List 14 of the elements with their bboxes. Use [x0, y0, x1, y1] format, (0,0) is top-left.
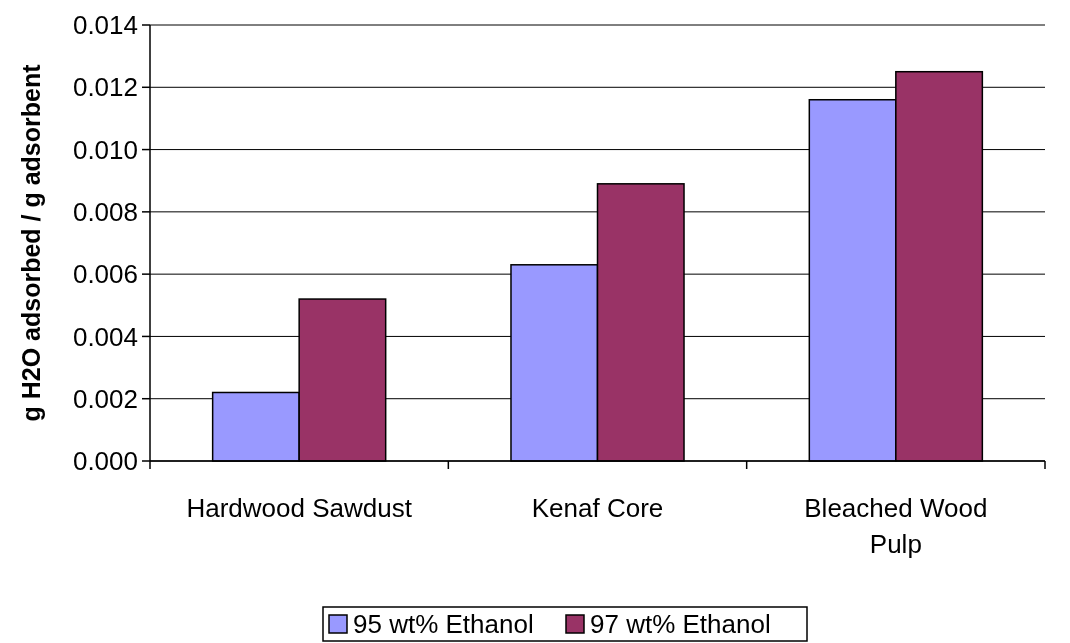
x-tick-label: Kenaf Core: [531, 493, 664, 523]
x-tick-label: Hardwood Sawdust: [186, 493, 413, 523]
y-tick-label: 0.008: [72, 196, 138, 227]
y-axis-title: g H2O adsorbed / g adsorbent: [17, 63, 45, 422]
legend-label: 95 wt% Ethanol: [353, 609, 534, 640]
y-tick-label: 0.014: [72, 10, 138, 41]
legend-label: 97 wt% Ethanol: [590, 609, 771, 640]
y-tick-label: 0.000: [72, 446, 138, 477]
y-tick-label: 0.012: [72, 72, 138, 103]
x-tick-label: Bleached Wood Pulp: [804, 493, 988, 559]
y-tick-label: 0.004: [72, 321, 138, 352]
y-tick-label: 0.010: [72, 134, 138, 165]
y-tick-label: 0.002: [72, 383, 138, 414]
y-tick-label: 0.006: [72, 259, 138, 290]
